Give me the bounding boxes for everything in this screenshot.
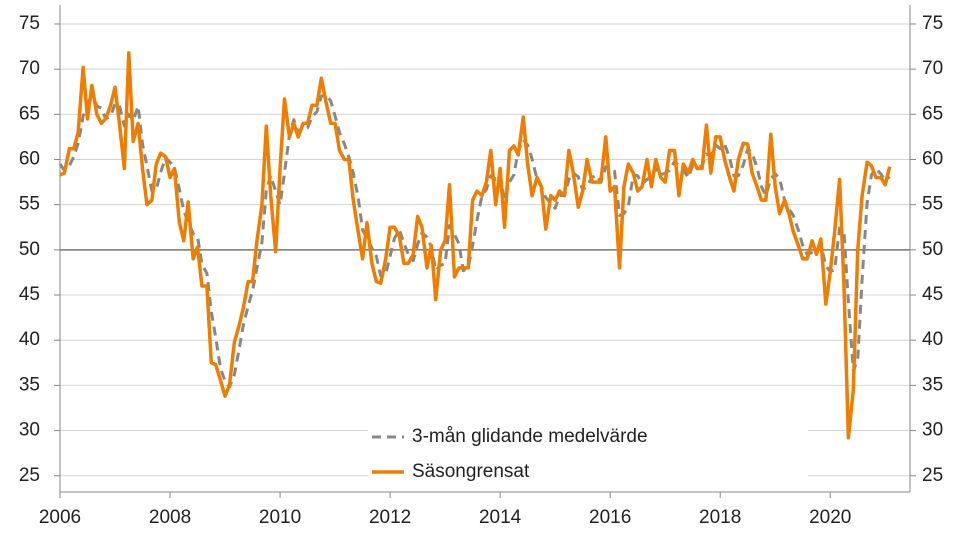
y2-tick-label: 70 bbox=[922, 58, 943, 79]
y2-tick-label: 60 bbox=[922, 149, 943, 170]
y-tick-label: 60 bbox=[19, 149, 40, 170]
y-tick-label: 45 bbox=[19, 284, 40, 305]
y-tick-label: 30 bbox=[19, 420, 40, 441]
x-tick-label: 2018 bbox=[699, 507, 741, 528]
x-tick-label: 2016 bbox=[589, 507, 631, 528]
y2-tick-label: 55 bbox=[922, 194, 943, 215]
y2-tick-label: 50 bbox=[922, 239, 943, 260]
y-tick-label: 70 bbox=[19, 58, 40, 79]
legend-label: 3-mån glidande medelvärde bbox=[412, 426, 648, 447]
x-tick-label: 2006 bbox=[39, 507, 81, 528]
y2-tick-label: 65 bbox=[922, 103, 943, 124]
y-tick-label: 50 bbox=[19, 239, 40, 260]
y2-tick-label: 35 bbox=[922, 374, 943, 395]
y2-tick-label: 25 bbox=[922, 465, 943, 486]
x-tick-label: 2008 bbox=[149, 507, 191, 528]
x-tick-label: 2014 bbox=[479, 507, 522, 528]
y-tick-label: 75 bbox=[19, 13, 40, 34]
y2-tick-label: 75 bbox=[922, 13, 943, 34]
legend-box bbox=[368, 420, 808, 490]
y-tick-label: 55 bbox=[19, 194, 40, 215]
y-tick-label: 40 bbox=[19, 329, 40, 350]
y2-tick-label: 45 bbox=[922, 284, 943, 305]
series-line bbox=[58, 89, 891, 389]
x-tick-label: 2012 bbox=[369, 507, 411, 528]
y-tick-label: 35 bbox=[19, 374, 40, 395]
y-tick-label: 65 bbox=[19, 103, 40, 124]
y-tick-label: 25 bbox=[19, 465, 40, 486]
y2-tick-label: 40 bbox=[922, 329, 943, 350]
x-tick-label: 2010 bbox=[259, 507, 301, 528]
series-line bbox=[59, 51, 892, 440]
y2-tick-label: 30 bbox=[922, 420, 943, 441]
legend-label: Säsongrensat bbox=[412, 461, 530, 482]
x-tick-label: 2020 bbox=[809, 507, 851, 528]
